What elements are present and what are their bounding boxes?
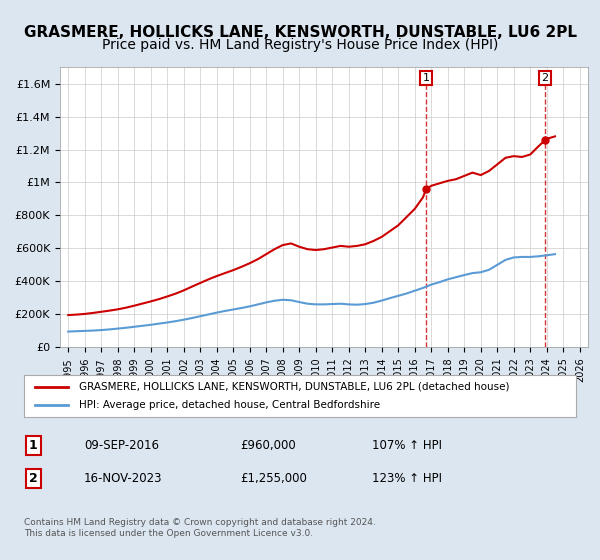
Text: 16-NOV-2023: 16-NOV-2023 [84,472,163,486]
Text: 123% ↑ HPI: 123% ↑ HPI [372,472,442,486]
Text: GRASMERE, HOLLICKS LANE, KENSWORTH, DUNSTABLE, LU6 2PL: GRASMERE, HOLLICKS LANE, KENSWORTH, DUNS… [23,25,577,40]
Text: 2: 2 [29,472,37,486]
Text: 1: 1 [29,438,37,452]
Text: Price paid vs. HM Land Registry's House Price Index (HPI): Price paid vs. HM Land Registry's House … [102,38,498,52]
Text: HPI: Average price, detached house, Central Bedfordshire: HPI: Average price, detached house, Cent… [79,400,380,410]
Text: 1: 1 [422,73,430,83]
Text: 2: 2 [541,73,548,83]
Point [540,136,550,145]
Text: 09-SEP-2016: 09-SEP-2016 [84,438,159,452]
Text: £1,255,000: £1,255,000 [240,472,307,486]
Text: Contains HM Land Registry data © Crown copyright and database right 2024.
This d: Contains HM Land Registry data © Crown c… [24,518,376,538]
Point [421,185,431,194]
Text: GRASMERE, HOLLICKS LANE, KENSWORTH, DUNSTABLE, LU6 2PL (detached house): GRASMERE, HOLLICKS LANE, KENSWORTH, DUNS… [79,382,510,392]
Text: 107% ↑ HPI: 107% ↑ HPI [372,438,442,452]
Text: £960,000: £960,000 [240,438,296,452]
